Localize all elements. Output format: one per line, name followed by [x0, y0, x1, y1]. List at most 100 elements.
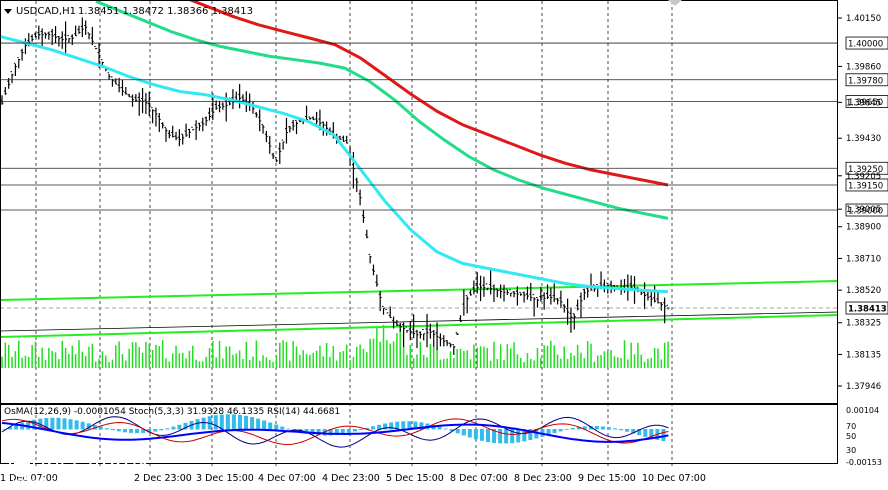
osma-bar — [631, 429, 636, 434]
osma-bar — [328, 429, 333, 436]
osma-bar — [92, 424, 97, 430]
level-label: 1.39000 — [848, 207, 883, 217]
osma-bar — [395, 421, 400, 430]
osma-bar — [437, 426, 442, 430]
price-axis-tick-label: 1.38135 — [846, 350, 881, 360]
main-panel-frame — [0, 0, 838, 404]
indicator-axis-label: 0.00104 — [846, 406, 879, 415]
price-axis-tick-label: 1.39430 — [846, 134, 881, 144]
osma-bar — [552, 429, 557, 434]
osma-bar — [231, 414, 236, 430]
level-label: 1.40000 — [848, 40, 883, 50]
osma-bar — [377, 424, 382, 430]
osma-bar — [165, 428, 170, 430]
osma-bar — [625, 429, 630, 432]
osma-bar — [570, 428, 575, 430]
osma-bar — [582, 426, 587, 430]
osma-bar — [50, 417, 55, 430]
osma-bar — [334, 429, 339, 435]
x-axis-tick-label: 5 Dec 15:00 — [386, 473, 444, 484]
current-price-label: 1.38413 — [848, 305, 887, 315]
osma-bar — [98, 426, 103, 430]
ma-green-line — [95, 0, 669, 220]
osma-bar — [153, 429, 158, 432]
osma-bar — [516, 429, 521, 443]
osma-bar — [358, 429, 363, 430]
osma-bar — [250, 417, 255, 430]
osma-bar — [62, 418, 67, 430]
collapse-arrow-icon[interactable] — [4, 9, 12, 14]
level-label-box — [845, 178, 888, 192]
osma-bar — [346, 429, 351, 433]
instaforex-logo: instaforex Instant Forex Trading — [4, 448, 180, 488]
osma-bar — [576, 426, 581, 430]
osma-bar — [643, 429, 648, 437]
osma-bar — [177, 424, 182, 430]
level-label-box — [845, 73, 888, 87]
price-axis-tick-label: 1.39205 — [846, 172, 881, 182]
osma-bar — [244, 415, 248, 430]
osma-bar — [455, 429, 460, 434]
indicator-axis-label: 30 — [846, 446, 856, 455]
level-label: 1.39780 — [848, 76, 883, 86]
osma-bar — [594, 426, 599, 430]
logo-wordmark: instaforex — [40, 453, 150, 478]
osma-bar — [510, 429, 515, 444]
osma-bar — [225, 414, 230, 430]
logo-tagline: Instant Forex Trading — [12, 477, 117, 488]
osma-bar — [8, 426, 13, 430]
osma-bar — [558, 429, 563, 432]
level-label-box — [845, 36, 888, 50]
stoch-signal-line — [1, 418, 669, 446]
osma-bar — [147, 429, 152, 433]
osma-bar — [32, 419, 37, 430]
chart-shift-marker-icon[interactable] — [668, 0, 682, 6]
price-axis-tick-label: 1.38900 — [846, 223, 881, 233]
osma-bar — [479, 429, 484, 441]
level-label: 1.39650 — [848, 98, 883, 108]
price-axis-tick-label: 1.40150 — [846, 14, 881, 24]
price-axis-tick-label: 1.38325 — [846, 319, 881, 329]
stoch-main-line — [1, 416, 669, 448]
osma-bar — [546, 429, 551, 435]
price-axis-tick-label: 1.37946 — [846, 382, 881, 392]
osma-bar — [195, 419, 200, 430]
ma-red-line — [186, 0, 669, 187]
osma-bar — [213, 415, 218, 430]
osma-bar — [661, 429, 666, 441]
price-axis-tick-label: 1.39645 — [846, 98, 881, 108]
osma-bar — [419, 422, 424, 430]
osma-bar — [2, 429, 6, 430]
ohlc-readout: 1.38451 1.38472 1.38366 1.38413 — [78, 6, 253, 17]
level-label: 1.39150 — [848, 181, 883, 191]
osma-bar — [316, 429, 321, 436]
osma-bar — [274, 424, 279, 430]
level-label: 1.39250 — [848, 165, 883, 175]
osma-bar — [207, 416, 212, 430]
osma-bar — [528, 429, 533, 441]
osma-bar — [607, 427, 611, 430]
osma-bar — [486, 429, 490, 443]
osma-bar — [492, 429, 497, 443]
osma-bar — [268, 422, 273, 430]
channel-lower — [0, 314, 839, 338]
channel-upper — [0, 280, 839, 301]
osma-bar — [371, 426, 376, 430]
osma-bar — [183, 422, 188, 430]
osma-bar — [123, 429, 127, 433]
osma-bar — [80, 421, 85, 430]
osma-bar — [171, 426, 176, 430]
osma-bar — [467, 429, 472, 438]
osma-bar — [637, 429, 642, 436]
osma-bar — [14, 424, 19, 430]
osma-bar — [564, 429, 569, 430]
indicator-axis-label: -0.00153 — [846, 458, 882, 467]
osma-bar — [159, 429, 164, 431]
ma-cyan-line — [0, 34, 669, 294]
osma-bar — [135, 429, 140, 434]
osma-bar — [473, 429, 478, 440]
osma-bar — [237, 414, 242, 430]
rsi-line — [1, 422, 669, 443]
